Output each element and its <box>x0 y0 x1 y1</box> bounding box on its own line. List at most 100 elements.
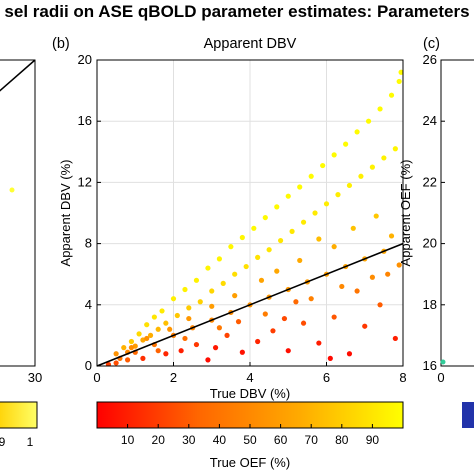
scatter-point <box>209 288 215 294</box>
y-tick-label: 4 <box>85 297 92 312</box>
scatter-point <box>358 173 364 179</box>
scatter-point <box>327 355 333 361</box>
left-colorbar <box>0 401 38 429</box>
left-colorbar-tick: 1 <box>27 435 34 449</box>
panel-c-label: (c) <box>423 36 440 52</box>
scatter-point <box>392 335 398 342</box>
regression-line <box>96 242 404 367</box>
y-tick-label: 16 <box>78 113 92 128</box>
scatter-point <box>354 288 360 294</box>
scatter-point <box>369 164 375 170</box>
y-tick-label: 8 <box>85 236 92 251</box>
scatter-point <box>339 283 345 290</box>
y-tick-label: 0 <box>85 358 92 373</box>
x-tick-label: 2 <box>170 370 177 385</box>
scatter-point <box>346 182 353 189</box>
y-axis-label: Apparent DBV (%) <box>58 160 73 267</box>
x-tick-label: 4 <box>246 370 253 385</box>
scatter-point <box>136 331 142 337</box>
scatter-point <box>331 152 337 158</box>
scatter-point <box>193 341 200 348</box>
scatter-point <box>235 319 242 325</box>
scatter-point <box>167 326 173 332</box>
scatter-point <box>285 348 291 354</box>
scatter-point <box>377 106 383 112</box>
scatter-point <box>274 204 280 210</box>
scatter-point <box>155 348 161 354</box>
scatter-point <box>163 320 169 326</box>
right-colorbar <box>462 402 474 428</box>
right-x-tick-0: 0 <box>437 370 444 385</box>
scatter-point <box>128 338 135 345</box>
scatter-point <box>300 219 307 225</box>
scatter-point <box>159 308 165 314</box>
scatter-point <box>232 293 238 299</box>
scatter-point <box>331 314 337 320</box>
colorbar-tick-label: 70 <box>305 433 319 447</box>
scatter-point <box>205 265 211 271</box>
panel-b-title: Apparent DBV <box>204 36 297 52</box>
x-axis-ticks: 0 2 4 6 8 <box>93 362 407 385</box>
colorbar-tick-label: 90 <box>366 433 380 447</box>
scatter-point <box>224 332 230 338</box>
scatter-point <box>285 193 291 199</box>
scatter-point <box>398 69 403 75</box>
scatter-point <box>228 244 234 250</box>
scatter-point <box>186 315 192 322</box>
scatter-point <box>147 332 154 338</box>
scatter-point <box>308 173 314 179</box>
right-y-axis-ticks: 26 24 22 20 18 16 <box>423 52 445 373</box>
scatter-point <box>270 328 276 334</box>
y-tick-label: 12 <box>78 174 92 189</box>
scatter-point <box>381 155 387 161</box>
right-y-tick-label: 26 <box>423 52 437 67</box>
colorbar-tick-label: 30 <box>182 433 196 447</box>
left-scatter-point <box>9 187 15 193</box>
colorbar-tick-label: 20 <box>152 433 166 447</box>
panel-b-label: (b) <box>52 36 70 52</box>
scatter-point <box>346 351 353 357</box>
right-y-tick-label: 20 <box>423 236 437 251</box>
left-panel: 30 9 1 <box>0 59 42 449</box>
scatter-point <box>388 233 395 239</box>
scatter-point <box>121 345 127 351</box>
right-y-axis-label: Apparent OEF (%) <box>398 160 413 267</box>
scatter-point <box>205 357 211 363</box>
panel-b: (b) Apparent DBV 0 2 4 6 8 0 4 8 12 16 20 True DB… <box>52 36 407 470</box>
scatter-point <box>308 296 314 302</box>
scatter-point <box>293 299 299 305</box>
colorbar-tick-label: 80 <box>335 433 349 447</box>
figure-title: sel radii on ASE qBOLD parameter estimat… <box>4 2 469 21</box>
scatter-point <box>193 277 200 283</box>
scatter-point <box>320 162 326 169</box>
x-tick-label: 8 <box>399 370 406 385</box>
scatter-point <box>209 303 215 309</box>
scatter-point <box>365 118 372 124</box>
scatter-point <box>343 141 349 147</box>
right-y-tick-label: 22 <box>423 174 437 189</box>
scatter-point <box>354 129 360 135</box>
scatter-point <box>377 302 383 308</box>
scatter-point <box>335 192 341 198</box>
scatter-point <box>255 254 261 260</box>
scatter-point <box>216 256 222 262</box>
left-colorbar-tick: 9 <box>0 435 6 449</box>
scatter-point <box>396 262 402 268</box>
scatter-point <box>262 311 268 317</box>
colorbar <box>96 401 404 429</box>
scatter-point <box>385 271 391 277</box>
scatter-point <box>274 268 280 274</box>
scatter-point <box>388 92 395 98</box>
colorbar-ticks: 10 20 30 40 50 60 70 80 90 <box>121 424 379 447</box>
y-tick-label: 20 <box>78 52 92 67</box>
right-y-tick-label: 18 <box>423 297 437 312</box>
colorbar-tick-label: 10 <box>121 433 135 447</box>
scatter-point <box>297 257 303 264</box>
right-y-tick-label: 24 <box>423 113 437 128</box>
scatter-point <box>350 225 356 231</box>
scatter-point <box>239 234 245 241</box>
left-x-tick-30: 30 <box>28 370 42 385</box>
scatter-point <box>316 340 322 346</box>
scatter-point <box>243 263 249 270</box>
